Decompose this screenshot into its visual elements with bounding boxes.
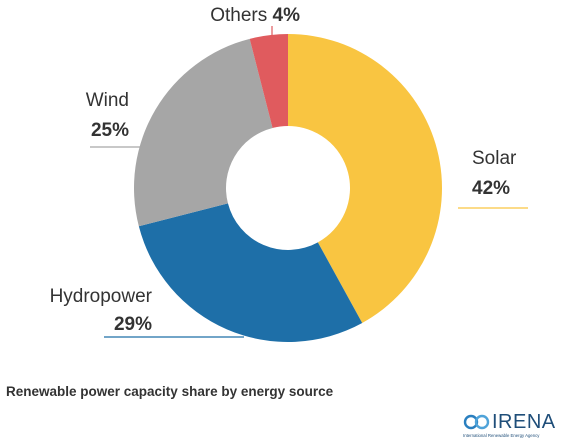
category-label-wind: Wind xyxy=(86,90,129,111)
category-label-solar: Solar xyxy=(472,148,517,169)
category-label-others: Others xyxy=(210,5,272,26)
slice-hydropower xyxy=(138,203,363,342)
slice-wind xyxy=(134,38,273,227)
value-label-wind: 25% xyxy=(91,120,129,141)
logo-name: IRENA xyxy=(492,411,556,433)
slice-others xyxy=(249,34,288,128)
value-label-others: 4% xyxy=(273,5,301,26)
value-label-hydropower: 29% xyxy=(114,314,152,335)
logo-tagline: International Renewable Energy Agency xyxy=(463,433,540,438)
category-value-label-others: Others 4% xyxy=(210,5,300,26)
value-label-solar: 42% xyxy=(472,178,510,199)
category-label-hydropower: Hydropower xyxy=(50,286,153,307)
irena-logo-icon xyxy=(463,414,490,430)
slice-solar xyxy=(288,34,443,323)
irena-logo: IRENA International Renewable Energy Age… xyxy=(463,411,563,439)
donut-chart: Solar 42% Hydropower 29% Wind 25% Others 4% xyxy=(50,5,528,342)
chart-caption: Renewable power capacity share by energy… xyxy=(6,384,334,399)
